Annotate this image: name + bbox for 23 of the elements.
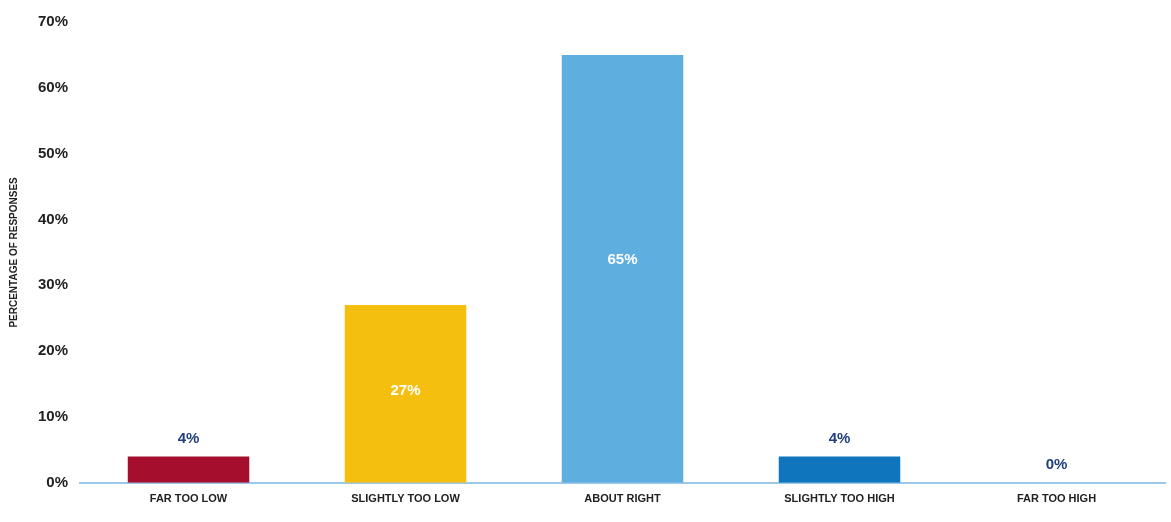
bar	[561, 54, 684, 483]
y-tick-label: 30%	[37, 275, 69, 293]
y-tick-label: 0%	[46, 472, 69, 490]
y-tick-label: 40%	[37, 209, 69, 227]
data-label: 65%	[607, 250, 638, 268]
x-tick-label: FAR TOO HIGH	[1016, 492, 1097, 505]
x-tick-label: SLIGHTLY TOO LOW	[351, 492, 461, 505]
y-tick-label: 10%	[37, 407, 69, 425]
data-label: 27%	[390, 380, 421, 398]
y-tick-label: 50%	[37, 143, 69, 161]
x-tick-label: ABOUT RIGHT	[584, 492, 661, 505]
x-tick-label: SLIGHTLY TOO HIGH	[784, 492, 895, 505]
bar	[127, 456, 250, 483]
data-label: 4%	[177, 429, 200, 447]
bar	[778, 456, 901, 483]
y-tick-label: 60%	[37, 77, 69, 95]
y-axis-title: PERCENTAGE OF RESPONSES	[7, 176, 19, 328]
x-tick-label: FAR TOO LOW	[149, 492, 228, 505]
y-tick-label: 20%	[37, 341, 69, 359]
data-label: 0%	[1045, 455, 1068, 473]
y-tick-label: 70%	[37, 12, 69, 30]
data-label: 4%	[828, 429, 851, 447]
bar	[344, 305, 467, 483]
